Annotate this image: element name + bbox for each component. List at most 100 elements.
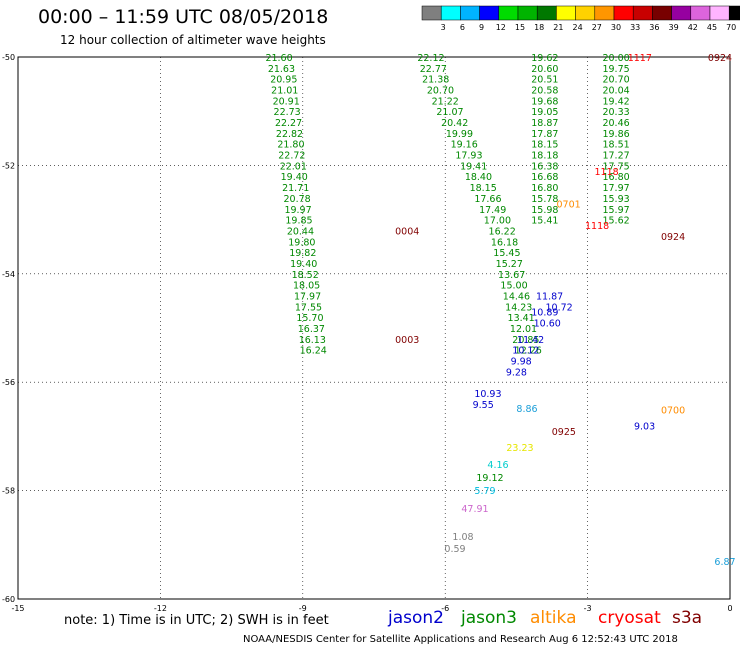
data-point-jason3: 14.23 [505, 302, 532, 313]
data-point-s3a: 0924 [708, 53, 732, 64]
data-point-jason3: 20.51 [531, 75, 558, 86]
data-point-jason3: 20.60 [531, 64, 558, 75]
x-tick-label: -6 [441, 604, 449, 613]
data-point-s3a: 0924 [661, 232, 685, 243]
data-point-jason3: 14.46 [503, 291, 530, 302]
x-tick-label: -15 [11, 604, 24, 613]
plot-frame [17, 56, 731, 600]
colorbar-swatch [479, 5, 500, 21]
colorbar-swatch [709, 5, 730, 21]
data-point-jason3: 15.97 [602, 205, 629, 216]
colorbar-tick-label: 27 [592, 23, 602, 32]
data-point-jason3: 20.78 [284, 194, 311, 205]
data-point-jason3: 17.55 [295, 302, 322, 313]
colorbar-tick-label: 39 [669, 23, 679, 32]
data-point-other: 5.79 [474, 486, 495, 497]
colorbar-tick-label: 30 [611, 23, 621, 32]
data-point-other: 0.59 [444, 544, 465, 555]
data-point-jason3: 21.80 [277, 140, 304, 151]
colorbar-tick-label: 12 [496, 23, 506, 32]
data-point-jason3: 16.18 [491, 237, 518, 248]
data-point-jason3: 21.22 [432, 96, 459, 107]
data-point-cryosat: 1118 [594, 167, 618, 178]
chart-subtitle: 12 hour collection of altimeter wave hei… [60, 33, 326, 47]
colorbar-tick-label: 21 [553, 23, 563, 32]
data-point-jason3: 19.40 [290, 259, 317, 270]
data-point-jason2: 9.98 [511, 357, 532, 368]
colorbar-tick-label: 45 [707, 23, 717, 32]
legend-jason2: jason2 [388, 608, 444, 628]
legend-s3a: s3a [672, 608, 703, 628]
colorbar-tick-label: 33 [630, 23, 640, 32]
data-point-jason3: 15.70 [296, 313, 323, 324]
colorbar-swatch [613, 5, 634, 21]
data-point-jason3: 15.45 [493, 248, 520, 259]
data-point-jason3: 13.67 [498, 270, 525, 281]
data-point-jason3: 17.66 [474, 194, 501, 205]
colorbar-tick-label: 9 [479, 23, 484, 32]
x-tick-label: -3 [584, 604, 592, 613]
data-point-jason3: 16.38 [531, 161, 558, 172]
colorbar-swatch [575, 5, 596, 21]
data-point-jason3: 20.42 [441, 118, 468, 129]
data-point-jason3: 22.73 [274, 107, 301, 118]
colorbar-swatch [421, 5, 442, 21]
data-point-jason3: 18.40 [465, 172, 492, 183]
x-tick-label: -12 [154, 604, 167, 613]
y-tick-label: -50 [2, 53, 15, 62]
data-point-jason3: 19.41 [460, 161, 487, 172]
data-point-jason3: 18.05 [293, 281, 320, 292]
data-point-jason3: 19.85 [285, 216, 312, 227]
data-point-jason2: 10.89 [531, 308, 558, 319]
data-point-jason3: 21.71 [282, 183, 309, 194]
y-tick-label: -52 [2, 161, 15, 170]
data-point-jason3: 18.87 [531, 118, 558, 129]
data-point-cryosat: 1118 [585, 221, 609, 232]
data-point-jason3: 20.95 [270, 75, 297, 86]
colorbar-tick-label: 18 [534, 23, 544, 32]
data-point-jason3: 21.07 [436, 107, 463, 118]
data-point-other: 23.23 [506, 443, 533, 454]
data-point-other: 6.87 [714, 557, 735, 568]
data-point-jason3: 21.60 [265, 53, 292, 64]
data-point-jason3: 17.75 [602, 161, 629, 172]
legend-cryosat: cryosat [598, 608, 661, 628]
data-point-jason3: 15.78 [531, 194, 558, 205]
colorbar-swatch [652, 5, 672, 21]
data-point-jason3: 20.33 [602, 107, 629, 118]
y-tick-label: -60 [2, 595, 15, 604]
data-point-jason3: 22.77 [420, 64, 447, 75]
chart-title: 00:00 – 11:59 UTC 08/05/2018 [38, 6, 329, 28]
data-point-s3a: 0004 [395, 226, 419, 237]
data-point-jason2: 10.60 [534, 319, 561, 330]
data-point-jason3: 16.80 [531, 183, 558, 194]
data-point-jason3: 20.70 [602, 75, 629, 86]
data-point-jason3: 21.38 [422, 75, 449, 86]
x-tick-label: -9 [299, 604, 307, 613]
data-point-other: 19.12 [476, 473, 503, 484]
data-point-jason2: 11.87 [536, 291, 563, 302]
data-point-jason2: 9.55 [473, 400, 494, 411]
colorbar-swatch [460, 5, 480, 21]
x-tick-label: 0 [727, 604, 732, 613]
data-point-jason3: 22.12 [417, 53, 444, 64]
data-point-jason3: 18.51 [602, 140, 629, 151]
data-point-jason3: 20.44 [287, 226, 314, 237]
colorbar-swatch [498, 5, 519, 21]
note-text: note: 1) Time is in UTC; 2) SWH is in fe… [64, 613, 329, 628]
data-point-jason2: 9.03 [634, 422, 655, 433]
data-point-jason3: 20.91 [273, 96, 300, 107]
data-point-jason3: 16.24 [300, 346, 327, 357]
data-point-jason3: 12.01 [510, 324, 537, 335]
data-point-jason3: 20.70 [427, 86, 454, 97]
data-point-jason3: 19.82 [289, 248, 316, 259]
data-point-jason3: 19.62 [531, 53, 558, 64]
colorbar-swatch [632, 5, 653, 21]
colorbar-tick-label: 24 [573, 23, 583, 32]
data-point-jason3: 19.68 [531, 96, 558, 107]
data-point-other: 47.91 [461, 504, 488, 515]
data-point-jason3: 19.05 [531, 107, 558, 118]
data-point-jason3: 17.97 [602, 183, 629, 194]
data-point-jason2: 10.93 [474, 389, 501, 400]
